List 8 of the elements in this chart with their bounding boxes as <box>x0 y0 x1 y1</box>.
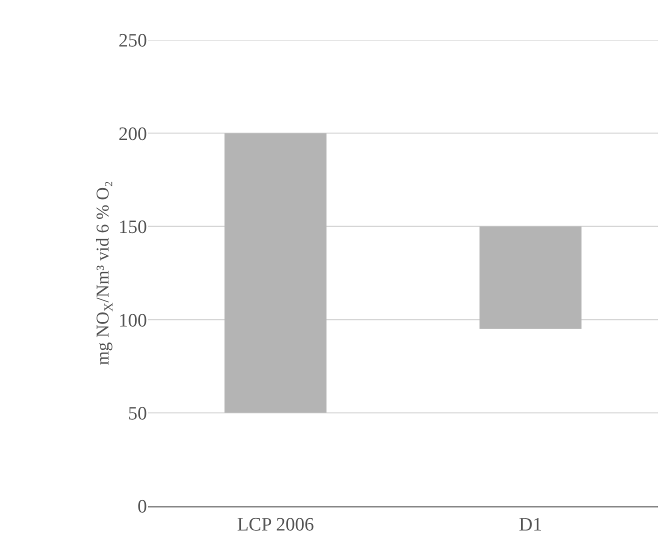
y-tick-label: 150 <box>118 217 147 238</box>
x-tick-label: LCP 2006 <box>237 514 314 536</box>
y-tick-label: 50 <box>128 403 147 424</box>
y-tick-label: 200 <box>118 124 147 145</box>
y-tick-label: 250 <box>118 30 147 52</box>
y-tick-label: 100 <box>118 310 147 332</box>
y-tick-label: 0 <box>138 496 147 518</box>
x-tick-label: D1 <box>518 514 542 536</box>
